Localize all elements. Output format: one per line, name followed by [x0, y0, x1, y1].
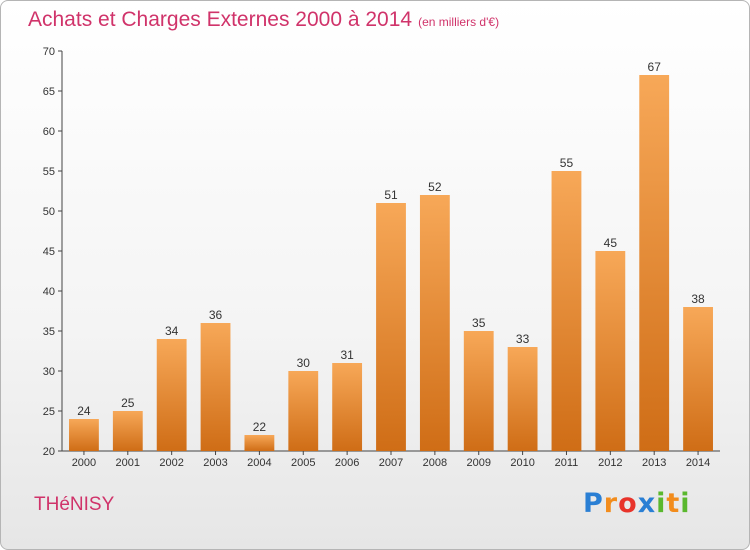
chart-subtitle: (en milliers d'€) [418, 15, 500, 29]
proxiti-logo: Proxiti [583, 488, 691, 519]
data-label: 38 [691, 292, 705, 306]
bar [376, 203, 406, 451]
x-tick-label: 2000 [72, 457, 96, 469]
y-tick-label: 35 [43, 326, 55, 338]
x-tick-label: 2013 [642, 457, 666, 469]
bar [463, 331, 494, 451]
data-label: 52 [428, 180, 442, 194]
bar [332, 363, 363, 451]
logo-letter: o [618, 488, 638, 519]
data-label: 67 [648, 60, 662, 74]
x-tick-label: 2004 [247, 457, 271, 469]
bar [288, 371, 319, 451]
x-tick-label: 2003 [203, 457, 227, 469]
y-tick-label: 60 [43, 126, 55, 138]
data-label: 34 [165, 324, 179, 338]
bar [244, 435, 275, 451]
bar [551, 171, 582, 451]
data-label: 33 [516, 332, 530, 346]
bar [69, 419, 99, 451]
y-tick-label: 65 [43, 86, 55, 98]
data-label: 31 [340, 348, 354, 362]
y-tick-label: 40 [43, 286, 55, 298]
bar [112, 411, 143, 451]
y-tick-label: 50 [43, 206, 55, 218]
bar [507, 347, 538, 451]
y-tick-label: 30 [43, 366, 55, 378]
y-tick-label: 55 [43, 166, 55, 178]
logo-letter: t [666, 488, 681, 519]
data-label: 22 [253, 420, 267, 434]
bar [683, 307, 713, 451]
bar [200, 323, 231, 451]
data-label: 45 [604, 236, 618, 250]
bar [156, 339, 187, 451]
bar [639, 75, 670, 451]
axes: 20 25 30 35 40 45 50 55 60 65 70 [43, 46, 720, 458]
x-tick-label: 2014 [686, 457, 710, 469]
data-label: 30 [297, 356, 311, 370]
logo-letter: i [656, 488, 667, 519]
x-tick-label: 2012 [598, 457, 622, 469]
y-tick-label: 25 [43, 406, 55, 418]
logo-letter: x [637, 488, 657, 519]
x-tick-label: 2009 [466, 457, 490, 469]
x-tick-label: 2011 [555, 457, 579, 469]
chart-title: Achats et Charges Externes 2000 à 2014 (e… [28, 8, 499, 32]
x-tick-label: 2007 [379, 457, 403, 469]
logo-letter: P [583, 488, 604, 519]
title-text: Achats et Charges Externes 2000 à 2014 [28, 8, 413, 31]
bars [69, 75, 713, 451]
commune-name: THéNISY [34, 494, 115, 515]
data-label: 51 [384, 188, 398, 202]
x-tick-label: 2005 [291, 457, 315, 469]
bar [595, 251, 626, 451]
x-tick-label: 2010 [510, 457, 534, 469]
data-label: 36 [209, 308, 223, 322]
x-tick-label: 2006 [335, 457, 359, 469]
y-tick-label: 20 [43, 446, 55, 458]
logo-letter: i [680, 488, 691, 519]
bar [419, 195, 450, 451]
data-label: 55 [560, 156, 574, 170]
data-label: 35 [472, 316, 486, 330]
data-label: 24 [77, 404, 91, 418]
labels: 2000 24 2001 25 2002 34 2003 36 2004 22 2005 30 2006… [72, 60, 711, 469]
x-tick-label: 2002 [159, 457, 183, 469]
y-tick-label: 70 [43, 46, 55, 58]
x-tick-label: 2008 [423, 457, 447, 469]
logo-letter: r [603, 488, 619, 519]
data-label: 25 [121, 396, 135, 410]
x-tick-label: 2001 [116, 457, 140, 469]
y-tick-label: 45 [43, 246, 55, 258]
